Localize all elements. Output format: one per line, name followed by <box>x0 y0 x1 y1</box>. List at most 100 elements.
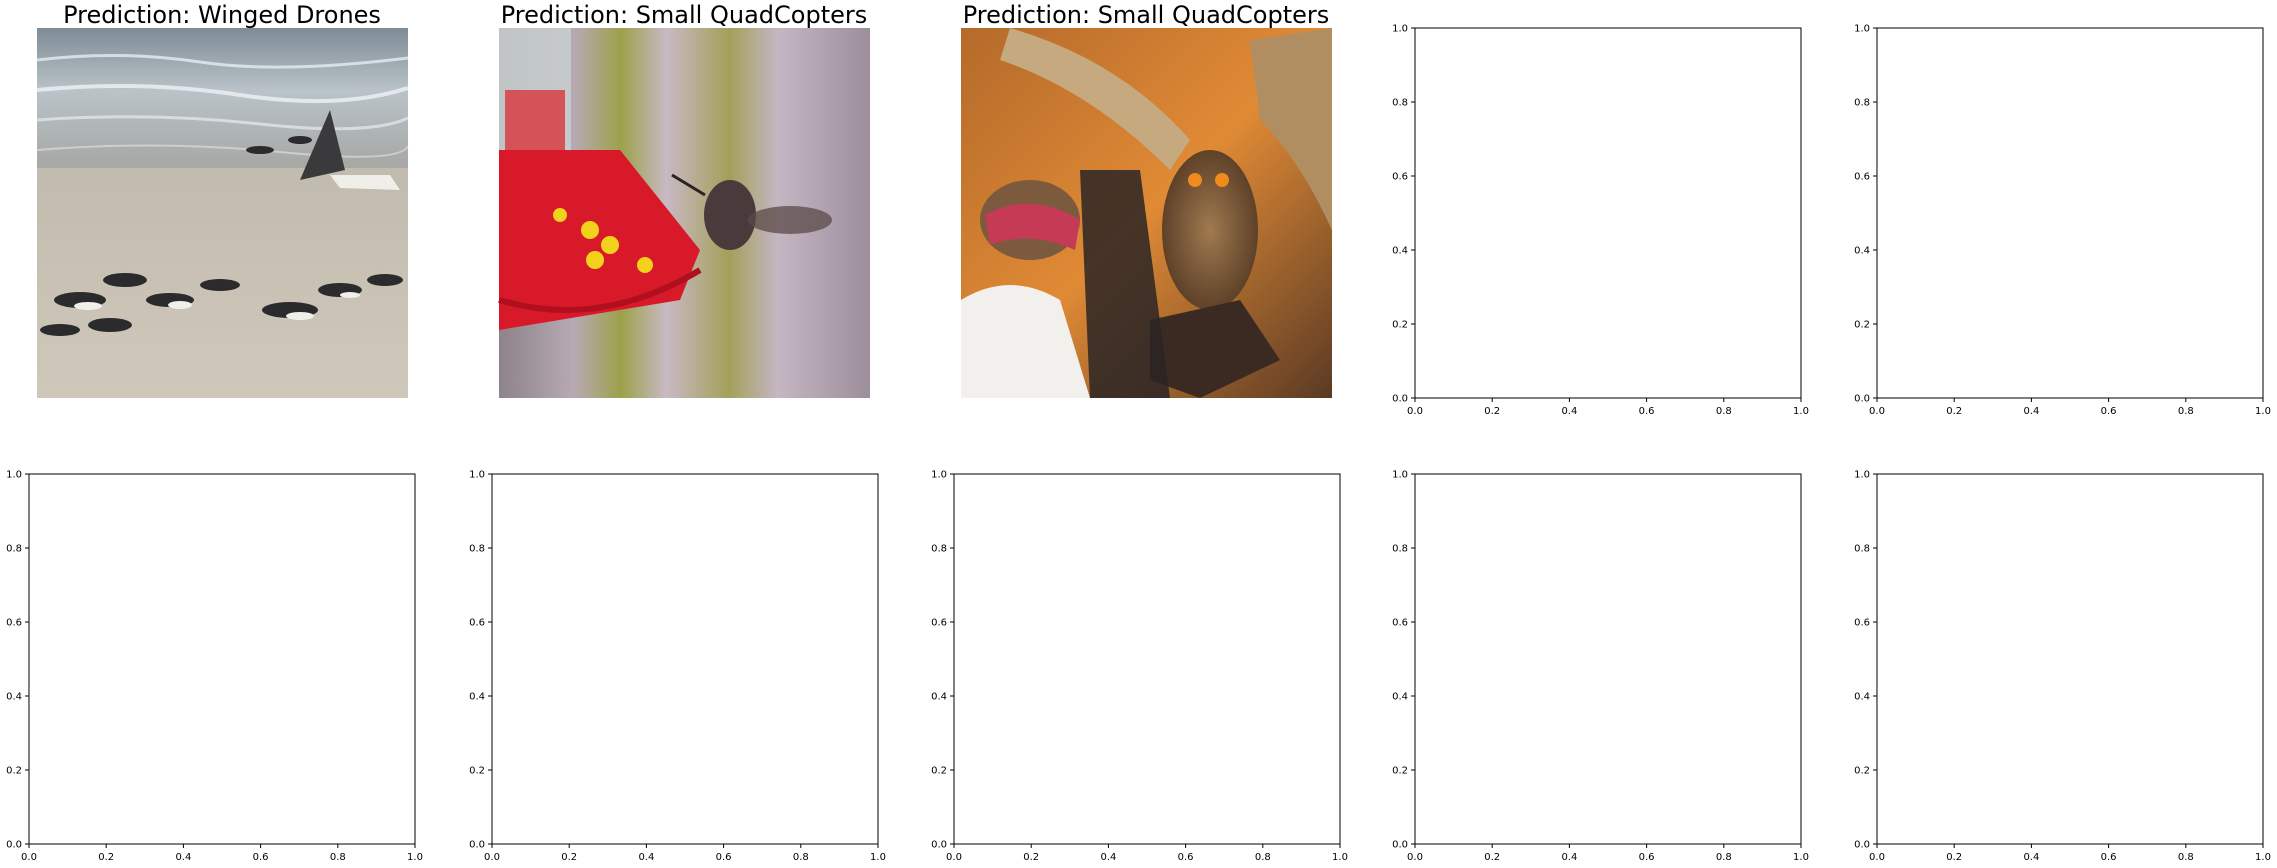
x-tick-label: 1.0 <box>1793 852 1809 863</box>
y-tick-label: 0.4 <box>469 692 485 703</box>
y-tick-label: 0.8 <box>1854 544 1870 555</box>
x-tick-label: 0.8 <box>2178 406 2194 417</box>
x-tick-label: 0.4 <box>2023 852 2039 863</box>
x-tick-label: 1.0 <box>407 852 423 863</box>
x-tick-label: 0.2 <box>1484 406 1500 417</box>
y-tick-label: 0.2 <box>1392 320 1408 331</box>
x-tick-label: 0.4 <box>2023 406 2039 417</box>
y-tick-label: 1.0 <box>1854 470 1870 481</box>
x-tick-label: 0.6 <box>1639 852 1655 863</box>
x-tick-label: 0.4 <box>1100 852 1116 863</box>
y-tick-label: 0.0 <box>469 840 485 851</box>
x-tick-label: 0.0 <box>21 852 37 863</box>
x-tick-label: 0.8 <box>1255 852 1271 863</box>
y-tick-label: 0.0 <box>1392 394 1408 405</box>
axes-frame <box>1414 473 1802 845</box>
empty-axes-panel: 0.0 0.2 0.4 0.6 0.8 1.0 0.0 0.2 0.4 0.6 0.8 1.0 <box>1392 24 1809 418</box>
y-tick-label: 1.0 <box>1854 24 1870 35</box>
axes-frame <box>491 473 879 845</box>
x-tick-label: 0.4 <box>638 852 654 863</box>
axes-frame <box>1876 27 2264 399</box>
axes-frame <box>1414 27 1802 399</box>
y-tick-label: 0.0 <box>1392 840 1408 851</box>
x-tick-label: 0.6 <box>1178 852 1194 863</box>
panel-title: Prediction: Small QuadCopters <box>963 1 1330 29</box>
y-tick-label: 0.8 <box>469 544 485 555</box>
empty-axes-panel: 0.0 0.2 0.4 0.6 0.8 1.0 0.0 0.2 0.4 0.6 0.8 1.0 <box>931 470 1348 864</box>
y-tick-label: 0.2 <box>1854 766 1870 777</box>
y-tick-label: 0.4 <box>6 692 22 703</box>
y-tick-label: 1.0 <box>931 470 947 481</box>
x-tick-label: 0.0 <box>946 852 962 863</box>
x-tick-label: 0.2 <box>98 852 114 863</box>
x-tick-label: 0.6 <box>253 852 269 863</box>
x-tick-label: 0.2 <box>1023 852 1039 863</box>
x-tick-label: 0.0 <box>484 852 500 863</box>
x-tick-label: 1.0 <box>870 852 886 863</box>
y-tick-label: 0.8 <box>1392 98 1408 109</box>
y-tick-label: 1.0 <box>1392 470 1408 481</box>
y-tick-label: 0.6 <box>931 618 947 629</box>
y-tick-label: 0.4 <box>1392 692 1408 703</box>
y-tick-label: 0.6 <box>469 618 485 629</box>
x-tick-label: 1.0 <box>2255 406 2271 417</box>
empty-axes-panel: 0.0 0.2 0.4 0.6 0.8 1.0 0.0 0.2 0.4 0.6 0.8 1.0 <box>6 470 423 864</box>
panel-title: Prediction: Small QuadCopters <box>501 1 868 29</box>
beach-birds-image <box>36 28 409 398</box>
y-tick-label: 0.2 <box>1392 766 1408 777</box>
image-panel-hummingbird: Prediction: Small QuadCopters <box>498 1 870 398</box>
x-tick-label: 0.6 <box>1639 406 1655 417</box>
x-tick-label: 0.0 <box>1407 406 1423 417</box>
x-tick-label: 0.0 <box>1869 406 1885 417</box>
x-tick-label: 0.4 <box>1561 852 1577 863</box>
y-tick-label: 1.0 <box>1392 24 1408 35</box>
x-tick-label: 0.2 <box>1946 852 1962 863</box>
y-tick-label: 0.6 <box>6 618 22 629</box>
x-tick-label: 0.0 <box>1869 852 1885 863</box>
x-tick-label: 0.0 <box>1407 852 1423 863</box>
x-tick-label: 0.6 <box>716 852 732 863</box>
axes-frame <box>1876 473 2264 845</box>
x-tick-label: 0.8 <box>793 852 809 863</box>
axes-frame <box>28 473 416 845</box>
hummingbird-image <box>498 28 870 398</box>
x-tick-label: 0.4 <box>175 852 191 863</box>
x-tick-label: 0.8 <box>1716 852 1732 863</box>
empty-axes-panel: 0.0 0.2 0.4 0.6 0.8 1.0 0.0 0.2 0.4 0.6 0.8 1.0 <box>1854 24 2271 418</box>
image-panel-owl: Prediction: Small QuadCopters <box>961 1 1332 398</box>
y-tick-label: 0.0 <box>931 840 947 851</box>
empty-axes-panel: 0.0 0.2 0.4 0.6 0.8 1.0 0.0 0.2 0.4 0.6 0.8 1.0 <box>469 470 886 864</box>
y-tick-label: 0.4 <box>1392 246 1408 257</box>
y-tick-label: 0.4 <box>931 692 947 703</box>
y-tick-label: 0.2 <box>1854 320 1870 331</box>
x-tick-label: 0.6 <box>2101 406 2117 417</box>
y-tick-label: 0.4 <box>1854 246 1870 257</box>
empty-axes-panel: 0.0 0.2 0.4 0.6 0.8 1.0 0.0 0.2 0.4 0.6 0.8 1.0 <box>1392 470 1809 864</box>
y-tick-label: 0.6 <box>1392 172 1408 183</box>
x-tick-label: 0.2 <box>1484 852 1500 863</box>
x-tick-label: 0.8 <box>2178 852 2194 863</box>
empty-axes-panel: 0.0 0.2 0.4 0.6 0.8 1.0 0.0 0.2 0.4 0.6 0.8 1.0 <box>1854 470 2271 864</box>
y-tick-label: 0.8 <box>1854 98 1870 109</box>
y-tick-label: 0.8 <box>931 544 947 555</box>
y-tick-label: 0.2 <box>6 766 22 777</box>
y-tick-label: 1.0 <box>469 470 485 481</box>
image-panel-beach-birds: Prediction: Winged Drones <box>36 1 409 398</box>
x-tick-label: 0.2 <box>1946 406 1962 417</box>
x-tick-label: 0.4 <box>1561 406 1577 417</box>
y-tick-label: 0.8 <box>1392 544 1408 555</box>
y-tick-label: 0.4 <box>1854 692 1870 703</box>
x-tick-label: 0.8 <box>1716 406 1732 417</box>
y-tick-label: 0.0 <box>1854 840 1870 851</box>
y-tick-label: 0.6 <box>1392 618 1408 629</box>
x-tick-label: 0.6 <box>2101 852 2117 863</box>
x-tick-label: 0.2 <box>561 852 577 863</box>
y-tick-label: 0.0 <box>1854 394 1870 405</box>
y-tick-label: 0.2 <box>469 766 485 777</box>
y-tick-label: 0.8 <box>6 544 22 555</box>
x-tick-label: 1.0 <box>1332 852 1348 863</box>
x-tick-label: 0.8 <box>330 852 346 863</box>
empty-axes-grid: 0.0 0.2 0.4 0.6 0.8 1.00.00.20.40.60.81.00.0 0… <box>6 24 2271 864</box>
panel-title: Prediction: Winged Drones <box>63 1 381 29</box>
